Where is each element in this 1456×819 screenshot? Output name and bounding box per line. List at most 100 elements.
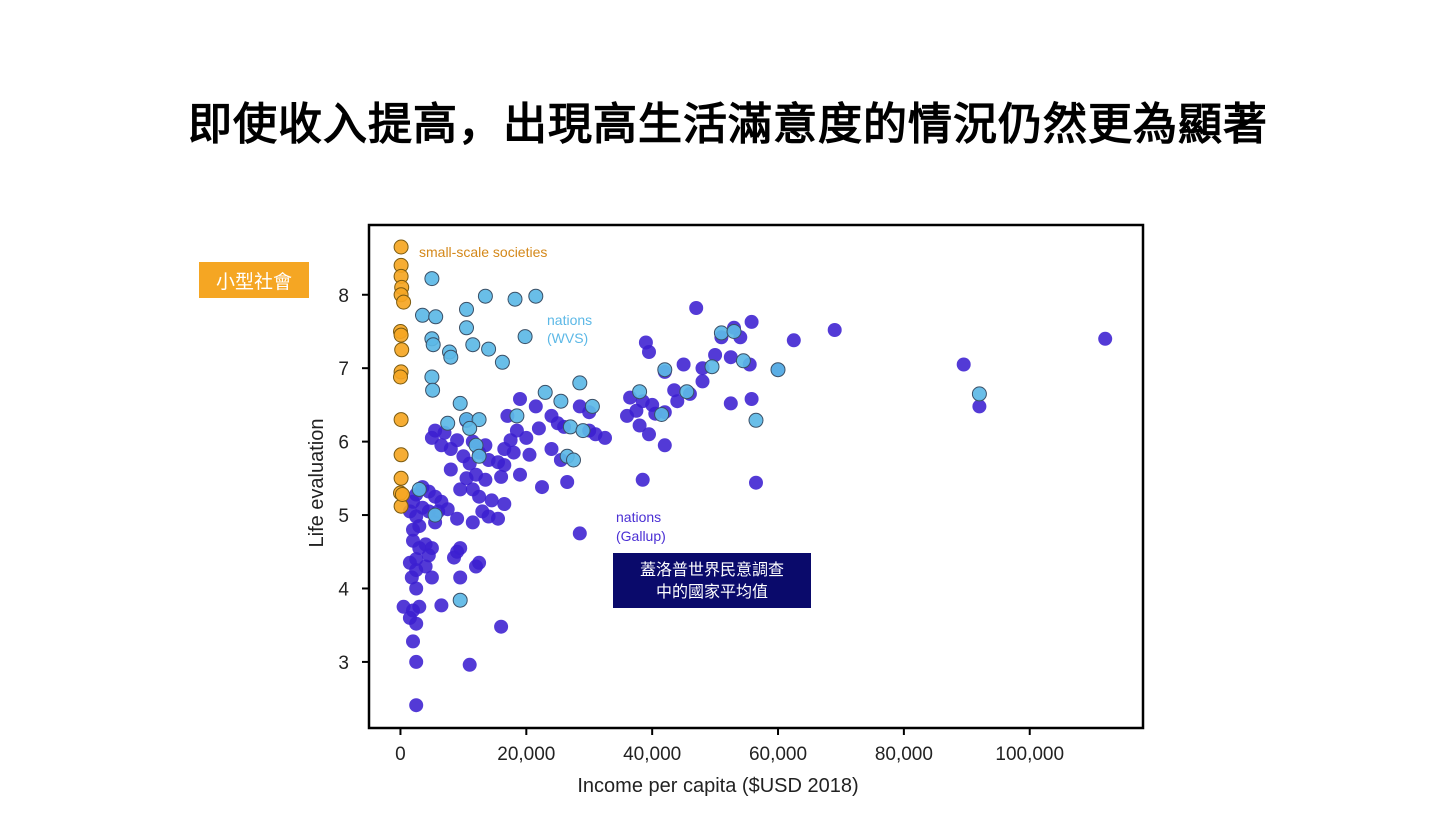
wvs-point <box>537 384 553 400</box>
gallup-point <box>642 427 656 442</box>
small-scale-point <box>393 239 409 255</box>
x-tick-label: 40,000 <box>623 744 681 765</box>
gallup-point <box>723 350 738 365</box>
x-tick-label: 0 <box>395 744 406 765</box>
wvs-point <box>704 359 720 375</box>
gallup-point <box>409 581 424 596</box>
annotation-gallup-1: nations <box>616 509 661 525</box>
wvs-point <box>459 301 474 317</box>
wvs-point <box>471 412 487 428</box>
wvs-point <box>726 324 742 339</box>
gallup-point <box>642 345 656 359</box>
wvs-point <box>415 307 430 323</box>
wvs-point <box>553 393 569 409</box>
small-societies-callout-text: 小型社會 <box>215 270 292 293</box>
x-tick-label: 100,000 <box>995 744 1064 765</box>
small-scale-point <box>394 342 410 358</box>
gallup-point <box>412 599 427 614</box>
wvs-point <box>572 375 588 391</box>
series-wvs <box>411 271 987 608</box>
gallup-point <box>572 399 587 414</box>
wvs-point <box>440 415 456 431</box>
wvs-point <box>452 395 468 411</box>
annotation-wvs-2: (WVS) <box>547 330 588 346</box>
gallup-point <box>465 515 480 530</box>
gallup-point <box>472 555 487 570</box>
gallup-callout-line2: 中的國家平均值 <box>655 581 768 601</box>
small-scale-point <box>393 327 409 343</box>
wvs-point <box>657 362 673 378</box>
gallup-point <box>786 333 801 348</box>
wvs-point <box>507 291 523 307</box>
gallup-point <box>443 442 458 456</box>
gallup-point <box>491 511 505 526</box>
gallup-point <box>478 472 493 487</box>
gallup-point <box>453 541 468 556</box>
x-axis-label: Income per capita ($USD 2018) <box>577 775 858 797</box>
wvs-point <box>424 271 440 287</box>
wvs-point <box>679 384 695 400</box>
gallup-point <box>443 462 458 477</box>
gallup-point <box>544 442 559 456</box>
gallup-point <box>450 511 465 526</box>
wvs-point <box>425 337 441 353</box>
small-scale-point <box>393 369 408 385</box>
wvs-point <box>748 412 764 428</box>
gallup-point <box>598 430 612 445</box>
small-societies-callout: 小型社會 <box>199 262 309 298</box>
gallup-point <box>528 399 543 414</box>
gallup-point <box>453 570 468 585</box>
annotation-gallup-2: (Gallup) <box>616 528 666 544</box>
gallup-point <box>632 418 647 433</box>
wvs-point <box>735 353 751 369</box>
gallup-point <box>453 482 468 497</box>
wvs-point <box>452 592 468 608</box>
gallup-point <box>404 570 419 585</box>
wvs-point <box>584 398 600 414</box>
wvs-point <box>632 384 648 400</box>
series-small-scale <box>393 239 412 514</box>
wvs-point <box>411 481 427 497</box>
wvs-point <box>562 419 578 435</box>
gallup-point <box>723 396 738 411</box>
gallup-point <box>531 421 546 436</box>
small-scale-point <box>396 294 412 310</box>
wvs-point <box>575 423 591 439</box>
gallup-point <box>827 323 842 337</box>
gallup-point <box>494 469 509 484</box>
gallup-point <box>497 458 512 473</box>
gallup-point <box>544 408 559 423</box>
gallup-point <box>506 445 521 460</box>
gallup-point <box>494 619 509 634</box>
gallup-point <box>670 394 685 409</box>
x-tick-label: 60,000 <box>749 744 807 765</box>
gallup-point <box>676 357 691 372</box>
gallup-point <box>519 430 534 445</box>
y-tick-label: 6 <box>338 433 349 454</box>
gallup-point <box>421 548 436 563</box>
wvs-point <box>654 407 670 422</box>
y-tick-label: 5 <box>338 506 349 527</box>
gallup-point <box>689 301 704 315</box>
wvs-point <box>494 354 510 370</box>
gallup-point <box>972 399 987 414</box>
gallup-point <box>418 559 433 574</box>
y-tick-label: 7 <box>338 359 349 380</box>
small-scale-point <box>393 412 409 428</box>
gallup-point <box>513 392 527 406</box>
y-tick-label: 3 <box>338 653 349 674</box>
wvs-point <box>566 452 581 468</box>
gallup-point <box>695 374 710 389</box>
y-tick-label: 4 <box>338 579 349 600</box>
annotation-small-scale: small-scale societies <box>419 244 547 260</box>
gallup-point <box>744 392 759 406</box>
gallup-point <box>522 447 537 462</box>
wvs-point <box>770 362 786 378</box>
gallup-point <box>434 598 449 613</box>
gallup-point <box>635 472 650 487</box>
gallup-point <box>459 471 474 486</box>
gallup-callout-line1: 蓋洛普世界民意調查 <box>639 559 784 579</box>
wvs-point <box>462 420 478 436</box>
gallup-point <box>462 657 477 672</box>
